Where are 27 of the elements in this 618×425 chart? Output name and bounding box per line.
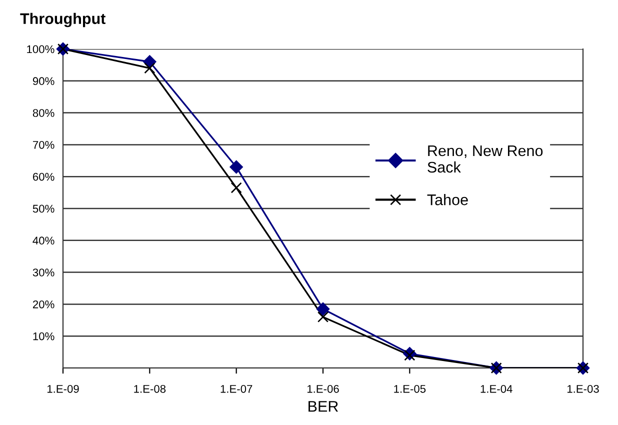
chart-title: Throughput [20,12,106,28]
point [144,62,156,74]
x-tick-label: 1.E-04 [480,384,512,393]
legend-label: Tahoe [427,194,468,206]
point [230,182,242,194]
y-tick-label: 50% [32,204,54,213]
point [230,160,243,174]
y-tick-label: 40% [32,236,54,245]
y-tick-label: 80% [32,109,54,117]
y-tick-label: 90% [32,77,54,86]
y-tick-label: 60% [32,172,54,181]
y-tick-label: 100% [27,45,54,54]
x-tick-label: 1.E-07 [220,384,252,393]
y-tick-label: 20% [32,300,54,308]
x-tick-label: 1.E-03 [567,384,599,393]
y-tick-label: 70% [33,140,54,149]
x-axis-title: BER [308,401,338,412]
x-tick-label: 1.E-08 [134,384,166,393]
point [404,350,416,361]
y-tick-label: 10% [33,332,54,340]
point [317,311,329,323]
legend-label: Reno, New Reno Sack [428,146,543,173]
point [316,302,330,316]
y-tick-label: 30% [32,268,54,276]
x-tick-label: 1.E-05 [394,384,426,393]
x-tick-label: 1.E-09 [47,384,79,393]
x-tick-label: 1.E-06 [307,384,339,393]
